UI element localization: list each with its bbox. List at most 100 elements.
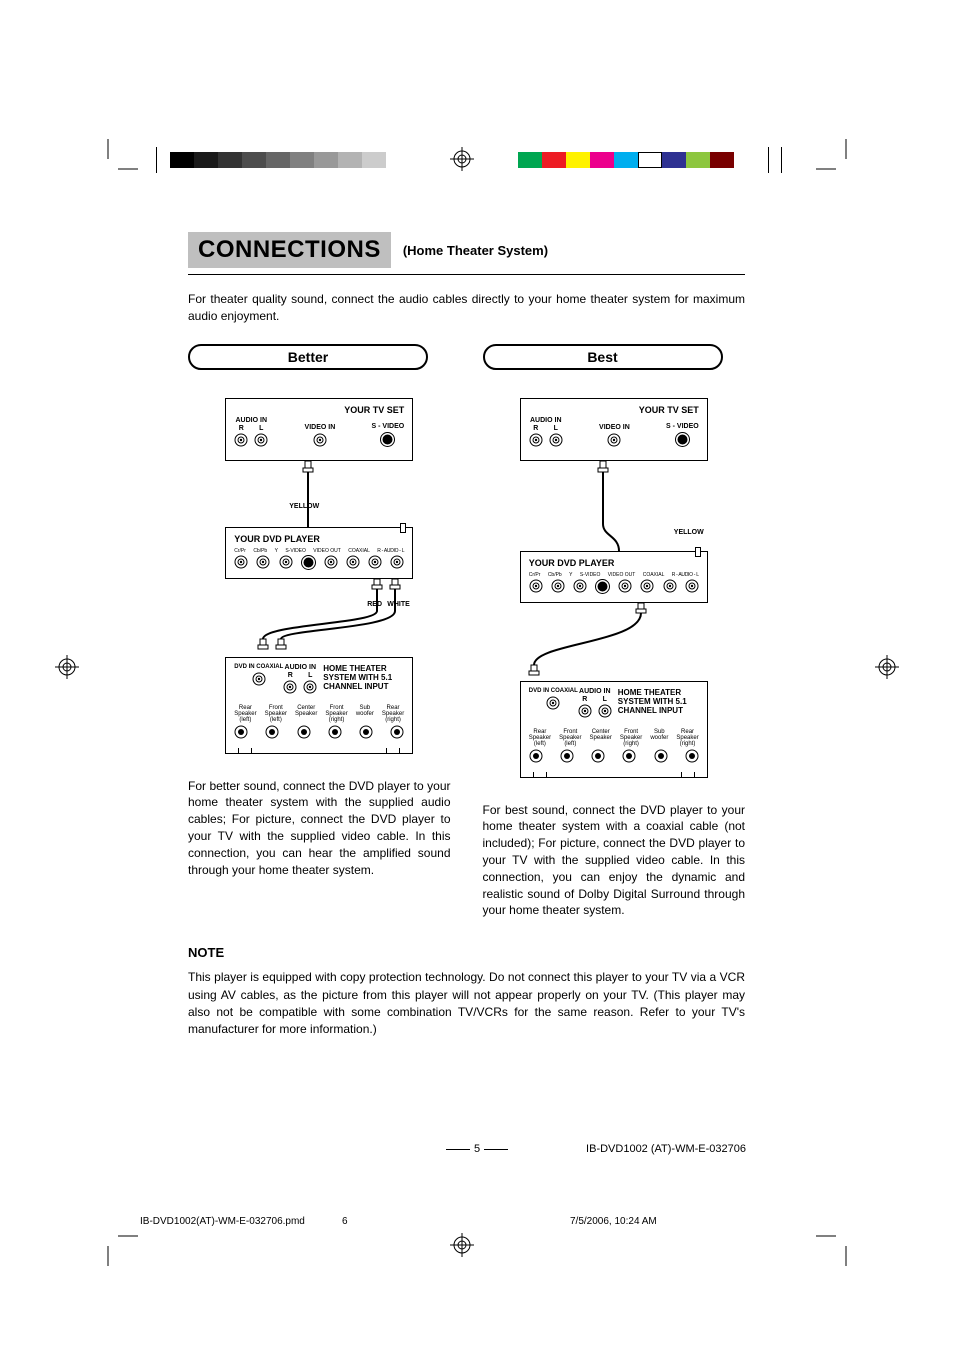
video-in-label: VIDEO IN xyxy=(599,424,630,432)
cord-stub xyxy=(695,547,701,557)
cable-area-1: YELLOW xyxy=(225,461,413,527)
spk-label: RearSpeaker(left) xyxy=(234,705,256,723)
desc-better: For better sound, connect the DVD player… xyxy=(188,778,451,879)
rca-icon xyxy=(359,725,373,739)
col-best: Best YOUR TV SET AUDIO IN R L VIDEO IN xyxy=(483,344,746,919)
port-label: Cr/Pr xyxy=(529,572,541,578)
foot-legs xyxy=(521,772,707,778)
spk-label: CenterSpeaker xyxy=(590,729,612,747)
spk-label: FrontSpeaker(left) xyxy=(559,729,581,747)
rca-icon xyxy=(578,704,592,718)
footer2-date: 7/5/2006, 10:24 AM xyxy=(570,1216,657,1227)
port-label: S-VIDEO xyxy=(285,548,306,554)
rca-icon xyxy=(368,555,382,569)
svideo-icon xyxy=(675,432,690,447)
cord-stub xyxy=(400,523,406,533)
dvdin-label: DVD IN COAXIAL xyxy=(234,664,283,671)
spk-label: FrontSpeaker(right) xyxy=(620,729,642,747)
tv-box: YOUR TV SET AUDIO IN R L VIDEO IN xyxy=(225,398,413,461)
r-label: R xyxy=(283,672,297,680)
l-label: L xyxy=(598,696,612,704)
spk-label: Subwoofer xyxy=(650,729,668,747)
page-number-value: 5 xyxy=(474,1143,480,1155)
spk-label: FrontSpeaker(left) xyxy=(265,705,287,723)
desc-best: For best sound, connect the DVD player t… xyxy=(483,802,746,920)
l-label: L xyxy=(303,672,317,680)
rca-icon xyxy=(390,725,404,739)
spk-label: RearSpeaker(left) xyxy=(529,729,551,747)
tick xyxy=(156,147,157,173)
rca-icon xyxy=(654,749,668,763)
spk-label: FrontSpeaker(right) xyxy=(325,705,347,723)
red-label: RED xyxy=(367,601,382,608)
rca-icon xyxy=(346,555,360,569)
yellow-label: YELLOW xyxy=(674,529,704,536)
section-title: CONNECTIONS xyxy=(188,232,391,268)
audio-in-label: AUDIO IN xyxy=(578,688,612,696)
rca-icon xyxy=(551,579,565,593)
rca-icon xyxy=(573,579,587,593)
rca-icon xyxy=(685,579,699,593)
rca-icon xyxy=(622,749,636,763)
dvd-box: YOUR DVD PLAYER Cr/PrCb/PbYS-VIDEOVIDEO … xyxy=(520,551,708,603)
tick xyxy=(781,147,782,173)
port-label: Y xyxy=(569,572,572,578)
port-label: COAXIAL xyxy=(348,548,370,554)
rca-icon xyxy=(279,555,293,569)
rca-icon xyxy=(549,433,563,447)
tv-title: YOUR TV SET xyxy=(234,405,404,415)
yellow-label: YELLOW xyxy=(289,503,319,510)
audio-in-label: AUDIO IN xyxy=(234,417,268,425)
spk-label: RearSpeaker(right) xyxy=(676,729,698,747)
l-label: L xyxy=(254,425,268,433)
rca-icon xyxy=(256,555,270,569)
foot-legs xyxy=(226,748,412,754)
register-top xyxy=(450,147,474,171)
tv-title: YOUR TV SET xyxy=(529,405,699,415)
svideo-icon xyxy=(595,579,610,594)
rca-icon xyxy=(254,433,268,447)
rca-icon xyxy=(303,680,317,694)
rca-icon xyxy=(328,725,342,739)
cable-area-2: RED WHITE xyxy=(225,579,413,657)
cable-area-1b: YELLOW xyxy=(520,461,708,551)
ht-title: HOME THEATER SYSTEM WITH 5.1 CHANNEL INP… xyxy=(317,664,404,691)
rca-icon xyxy=(390,555,404,569)
color-bar xyxy=(518,152,734,168)
rca-icon xyxy=(591,749,605,763)
tick xyxy=(768,147,769,173)
rca-icon xyxy=(598,704,612,718)
rca-icon xyxy=(252,672,266,686)
rca-icon xyxy=(313,433,327,447)
rca-icon xyxy=(640,579,654,593)
rca-icon xyxy=(663,579,677,593)
rca-icon xyxy=(618,579,632,593)
rca-icon xyxy=(234,433,248,447)
port-label: R - AUDIO - L xyxy=(377,548,404,554)
rca-icon xyxy=(529,579,543,593)
spk-label: Subwoofer xyxy=(356,705,374,723)
grayscale-bar xyxy=(170,152,386,168)
note-heading: NOTE xyxy=(188,945,745,960)
rca-icon xyxy=(529,433,543,447)
rca-icon xyxy=(283,680,297,694)
spk-label: RearSpeaker(right) xyxy=(382,705,404,723)
cable-area-2b xyxy=(520,603,708,681)
ht-title: HOME THEATER SYSTEM WITH 5.1 CHANNEL INP… xyxy=(612,688,699,715)
register-left xyxy=(55,655,79,679)
r-label: R xyxy=(234,425,248,433)
pill-better: Better xyxy=(188,344,428,370)
section-subtitle: (Home Theater System) xyxy=(403,243,548,258)
ht-box: DVD IN COAXIAL AUDIO IN R L HOME THEATER… xyxy=(225,657,413,753)
svideo-icon xyxy=(301,555,316,570)
rule xyxy=(188,274,745,275)
rca-icon xyxy=(265,725,279,739)
audio-in-label: AUDIO IN xyxy=(529,417,563,425)
dvd-title: YOUR DVD PLAYER xyxy=(234,534,404,544)
audio-in-label: AUDIO IN xyxy=(283,664,317,672)
rca-icon xyxy=(546,696,560,710)
rca-icon xyxy=(685,749,699,763)
crop-mark-bl xyxy=(78,1206,138,1266)
white-label: WHITE xyxy=(387,601,410,608)
rca-icon xyxy=(234,555,248,569)
